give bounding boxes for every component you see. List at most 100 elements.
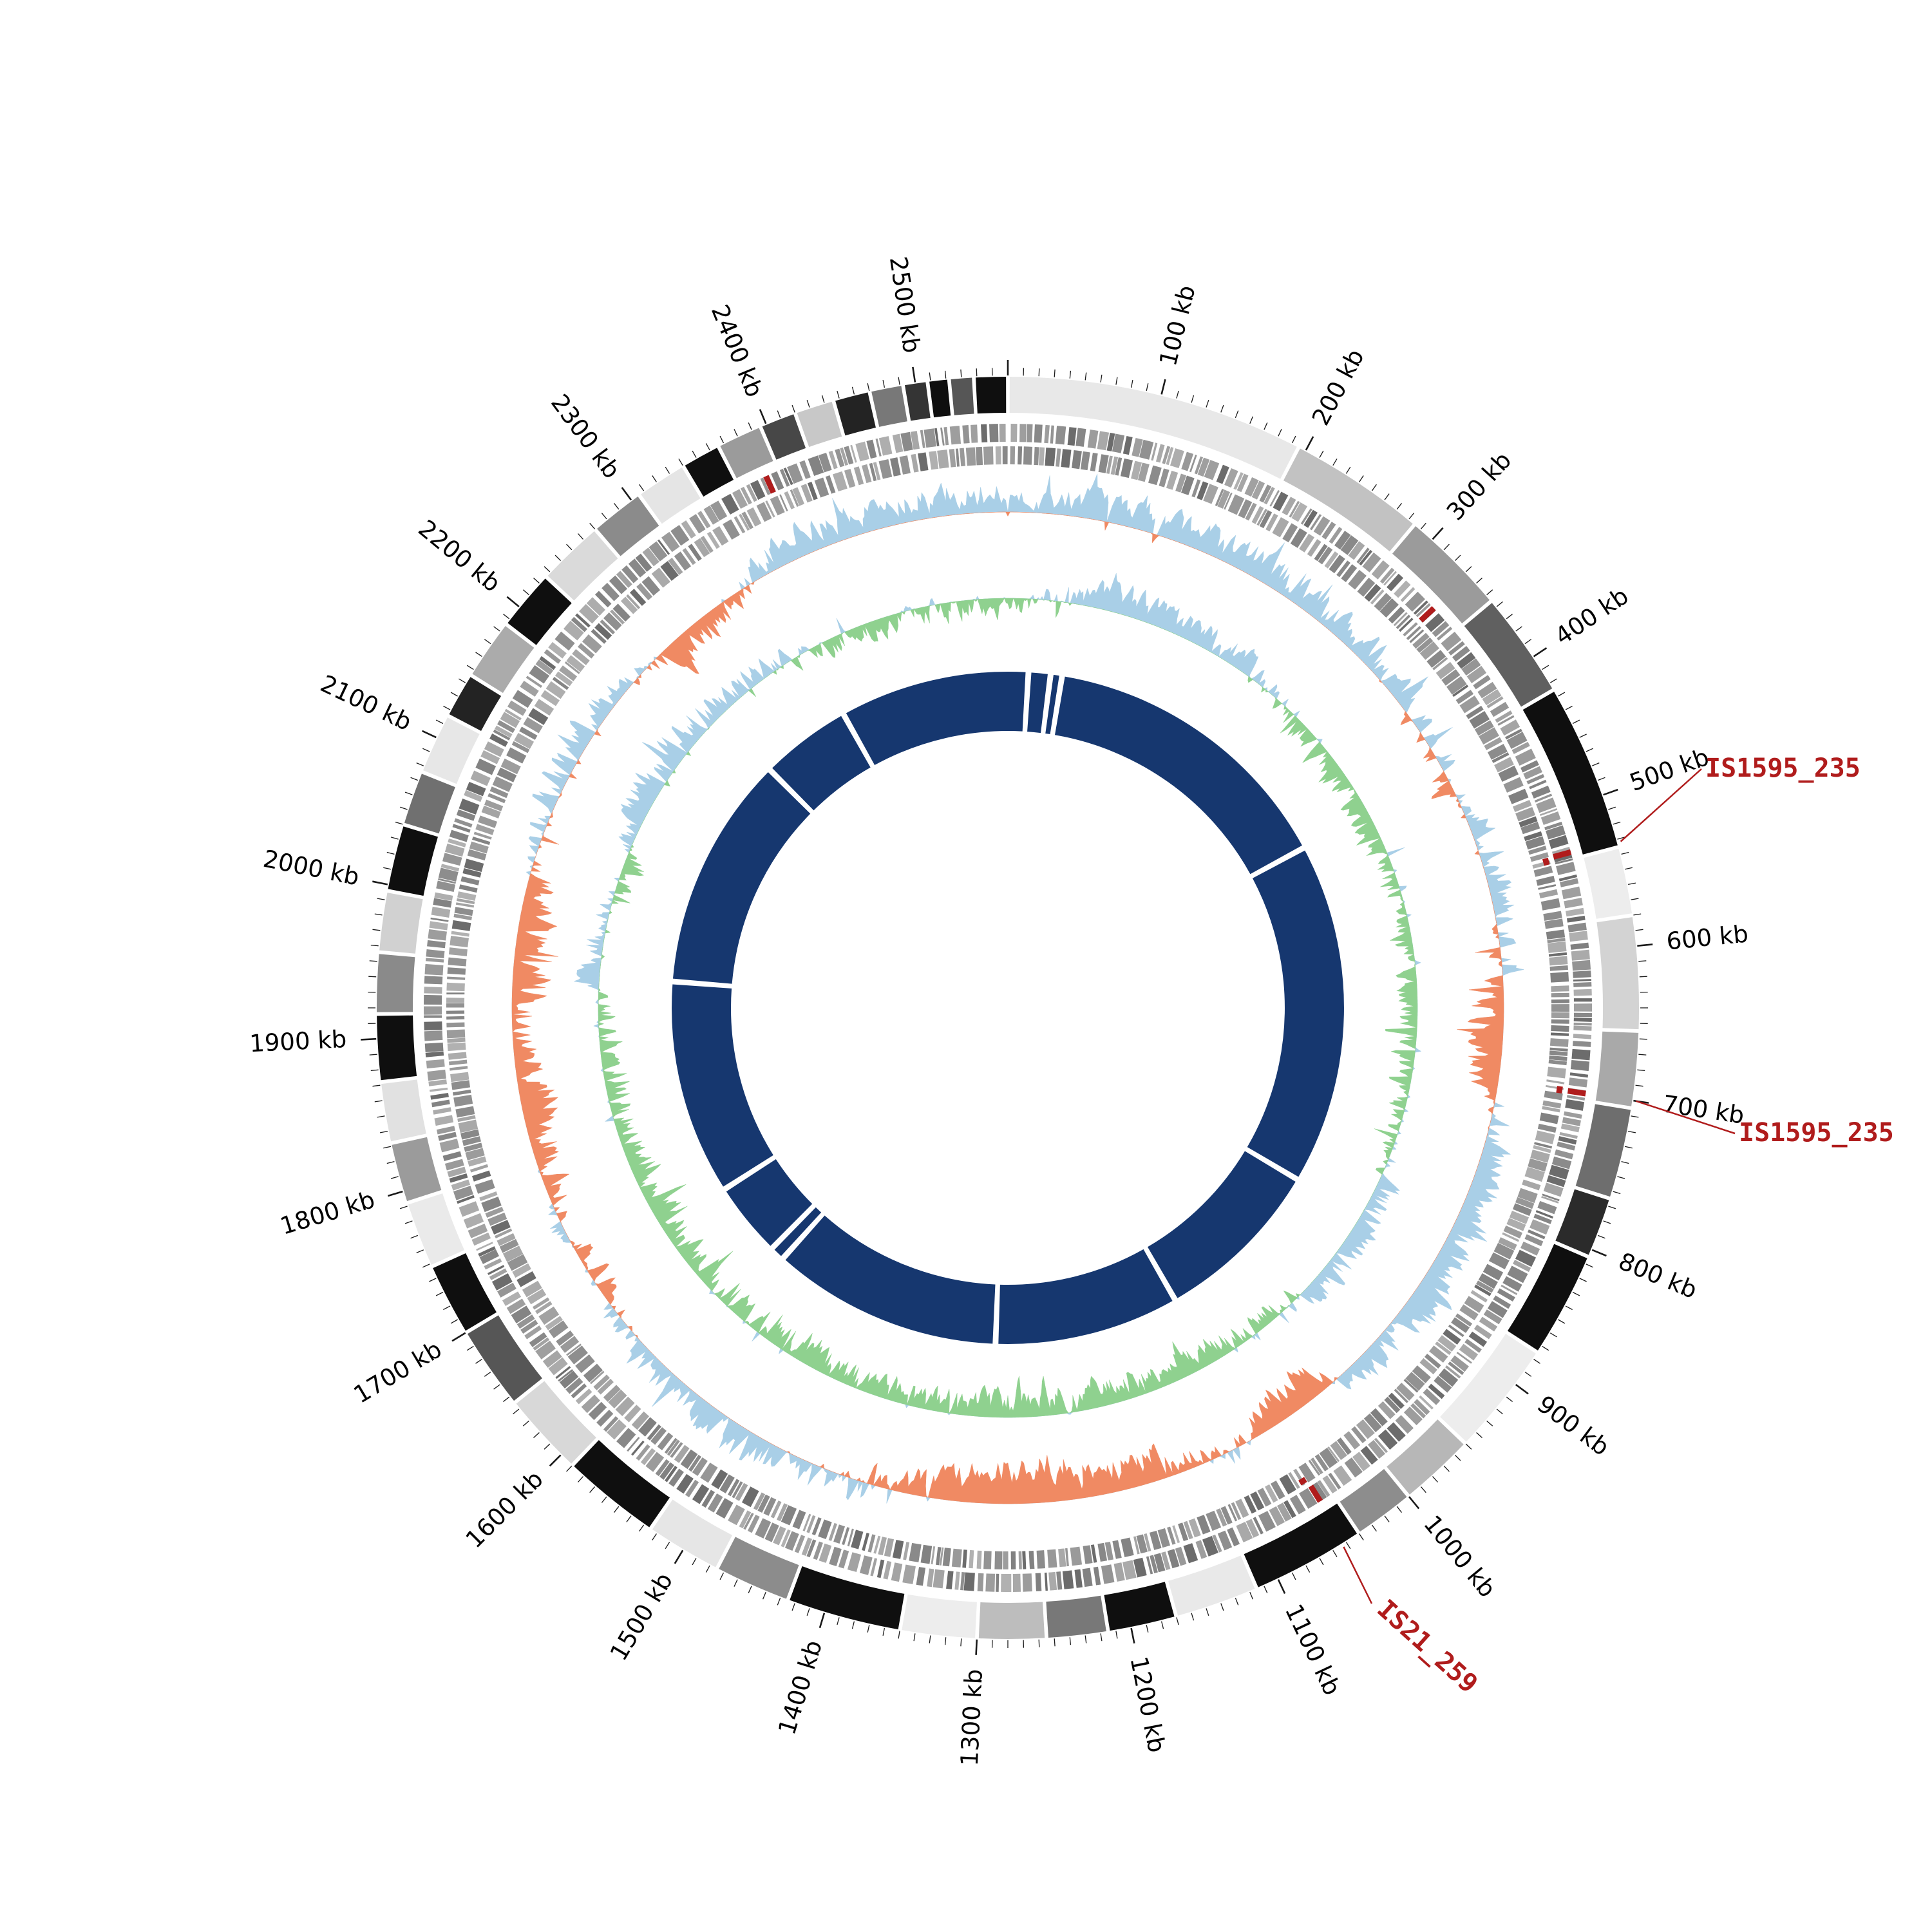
gene-block — [603, 612, 622, 631]
gene-block — [832, 471, 848, 492]
ideogram-segment — [1009, 377, 1297, 479]
gene-block — [500, 758, 521, 775]
gene-block — [665, 1466, 677, 1482]
minor-tick — [589, 522, 596, 529]
gene-block — [808, 455, 824, 477]
gene-block — [542, 1350, 562, 1368]
gene-block — [545, 681, 566, 699]
gene-block — [593, 1374, 610, 1390]
gene-block — [453, 1094, 473, 1107]
gene-block — [468, 1224, 488, 1238]
gene-block — [1479, 727, 1499, 745]
gene-block — [1547, 938, 1566, 943]
gene-block — [436, 1126, 455, 1135]
gene-block — [1543, 911, 1562, 921]
gene-block — [694, 538, 710, 558]
gene-block — [499, 1238, 519, 1253]
gene-block — [1565, 1099, 1585, 1111]
gene-block — [1340, 535, 1359, 555]
ideogram-segment — [685, 448, 734, 497]
gene-block — [522, 1280, 542, 1298]
gene-block — [697, 511, 711, 529]
gene-block — [1370, 589, 1385, 605]
gene-block — [763, 1497, 777, 1516]
gene-block — [1070, 1546, 1083, 1566]
minor-tick — [1558, 692, 1566, 697]
gene-block — [1520, 1241, 1540, 1256]
minor-tick — [1635, 929, 1643, 931]
gene-block — [670, 1442, 683, 1458]
gene-block — [1546, 929, 1566, 940]
gene-block — [1251, 506, 1264, 524]
minor-tick — [1084, 1635, 1087, 1643]
gene-block — [1503, 1225, 1523, 1239]
gene-block — [1146, 1556, 1153, 1575]
minor-tick — [374, 913, 383, 916]
gene-block — [1550, 972, 1569, 983]
minor-tick — [1396, 1506, 1403, 1513]
gene-block — [430, 1092, 449, 1100]
minor-tick — [1130, 379, 1133, 388]
gene-block — [1403, 1379, 1419, 1393]
gene-block — [597, 1378, 614, 1395]
minor-tick — [705, 443, 710, 451]
ideogram-segment — [1595, 1031, 1639, 1106]
gene-block — [1178, 1522, 1189, 1542]
gene-block — [434, 1115, 454, 1126]
gene-block — [1159, 468, 1170, 488]
gene-block — [867, 1534, 876, 1553]
minor-tick — [1176, 1617, 1179, 1625]
gene-block — [674, 551, 692, 571]
minor-tick — [1454, 554, 1461, 562]
gene-block — [1482, 689, 1502, 706]
gene-block — [889, 457, 901, 477]
gene-block — [838, 1549, 849, 1569]
gene-block — [1044, 424, 1050, 444]
gene-block — [629, 589, 647, 606]
gene-block — [1374, 592, 1392, 611]
minor-tick — [503, 1396, 510, 1403]
annotation-label: IS1595_235 — [1739, 1118, 1894, 1148]
gene-block — [1540, 898, 1560, 911]
minor-tick — [379, 1130, 388, 1133]
gene-block — [1175, 1546, 1187, 1566]
gene-block — [1487, 744, 1508, 760]
minor-tick — [522, 589, 529, 596]
annotation-marker — [1542, 857, 1550, 866]
ideogram-segment — [719, 1537, 799, 1599]
gene-block — [659, 1462, 675, 1480]
minor-tick — [416, 762, 424, 766]
gene-block — [1535, 1130, 1555, 1144]
major-tick — [674, 1549, 684, 1564]
minor-tick — [484, 639, 491, 645]
gene-block — [1539, 1112, 1559, 1124]
gene-block — [701, 1490, 715, 1508]
gene-block — [847, 1528, 854, 1547]
minor-tick — [1146, 1624, 1149, 1633]
gene-block — [1530, 852, 1549, 862]
gene-block — [794, 1535, 806, 1553]
gene-block — [892, 1539, 904, 1559]
tick-label: 1000 kb — [1418, 1510, 1501, 1603]
ideogram-segment — [1522, 692, 1618, 855]
major-tick — [1603, 788, 1618, 796]
gene-block — [1276, 1502, 1292, 1522]
gene-block — [1451, 1317, 1470, 1333]
gene-block — [1170, 448, 1184, 469]
gene-block — [594, 623, 612, 640]
gene-block — [1383, 571, 1397, 586]
gene-block — [475, 1179, 495, 1194]
tick-label: 1600 kb — [460, 1465, 549, 1553]
gene-block — [1562, 1117, 1581, 1126]
gene-block — [469, 1164, 489, 1173]
gene-block — [899, 455, 911, 475]
gene-block — [1434, 1376, 1452, 1393]
gene-block — [424, 976, 443, 985]
tick-label: 1300 kb — [956, 1669, 988, 1767]
gene-block — [1328, 1472, 1341, 1490]
major-tick — [372, 880, 388, 886]
gene-block — [448, 957, 467, 967]
gene-block — [1245, 502, 1257, 521]
minor-tick — [410, 1235, 419, 1239]
